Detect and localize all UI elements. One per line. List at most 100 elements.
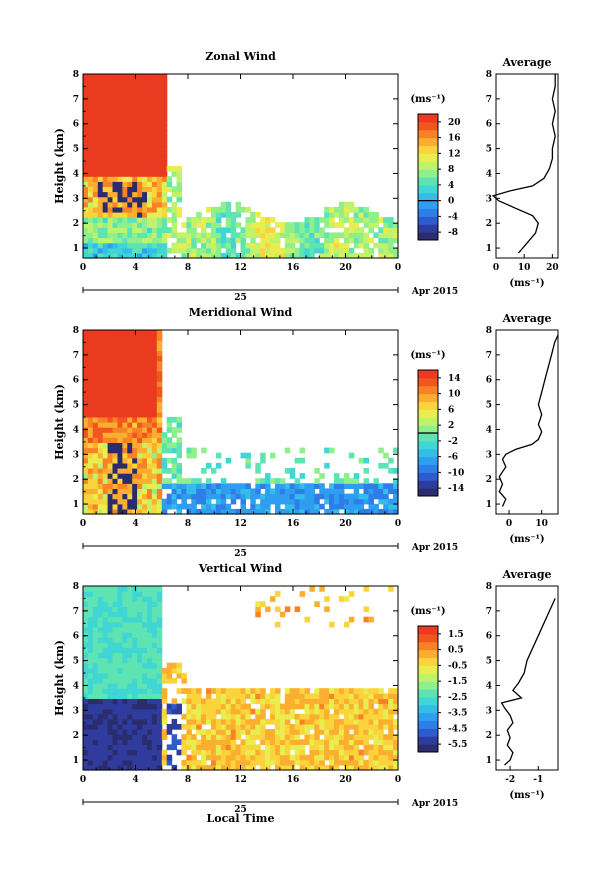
heatmap-cell	[156, 586, 163, 592]
heatmap-cell	[363, 586, 369, 592]
heatmap-cell	[383, 698, 389, 705]
heatmap-cell	[117, 611, 123, 618]
heatmap-cell	[201, 252, 207, 259]
heatmap-cell	[92, 94, 99, 101]
heatmap-cell	[87, 437, 94, 443]
heatmap-cell	[112, 606, 118, 613]
heatmap-cell	[393, 759, 399, 766]
heatmap-cell	[112, 427, 118, 433]
heatmap-cell	[353, 473, 360, 479]
heatmap-cell	[373, 764, 379, 771]
heatmap-cell	[166, 247, 173, 254]
heatmap-cell	[102, 493, 109, 500]
heatmap-cell	[329, 703, 335, 710]
heatmap-cell	[294, 729, 301, 735]
heatmap-cell	[329, 493, 335, 500]
heatmap-cell	[83, 749, 89, 756]
heatmap-cell	[137, 345, 143, 351]
heatmap-cell	[87, 94, 94, 101]
heatmap-cell	[127, 130, 133, 136]
heatmap-cell	[309, 693, 315, 699]
heatmap-cell	[319, 703, 325, 710]
heatmap-cell	[260, 729, 266, 735]
heatmap-cell	[132, 120, 138, 126]
heatmap-cell	[127, 335, 133, 341]
heatmap-cell	[186, 493, 192, 500]
heatmap-cell	[358, 724, 365, 730]
heatmap-cell	[102, 708, 109, 715]
heatmap-cell	[151, 109, 158, 116]
heatmap-cell	[378, 483, 384, 489]
heatmap-cell	[112, 227, 118, 233]
heatmap-cell	[102, 662, 109, 669]
heatmap-cell	[166, 498, 173, 505]
heatmap-cell	[83, 376, 89, 382]
heatmap-cell	[270, 227, 276, 233]
heatmap-cell	[358, 703, 365, 710]
heatmap-cell	[220, 232, 227, 239]
heatmap-cell	[83, 340, 89, 346]
heatmap-cell	[215, 222, 222, 228]
heatmap-cell	[383, 744, 389, 751]
heatmap-cell	[201, 493, 207, 500]
heatmap-cell	[220, 739, 227, 745]
heatmap-cell	[161, 114, 168, 121]
heatmap-cell	[142, 708, 148, 715]
heatmap-cell	[107, 330, 114, 336]
heatmap-cell	[275, 232, 281, 239]
heatmap-cell	[112, 729, 118, 735]
heatmap-cell	[383, 232, 389, 239]
heatmap-cell	[151, 462, 158, 469]
heatmap-cell	[388, 222, 394, 228]
y-axis-label: Height (km)	[53, 384, 66, 460]
heatmap-cell	[83, 708, 89, 715]
heatmap-cell	[284, 754, 291, 761]
heatmap-cell	[186, 708, 192, 715]
heatmap-cell	[83, 206, 89, 213]
heatmap-cell	[284, 759, 291, 766]
heatmap-cell	[378, 739, 384, 745]
heatmap-cell	[112, 657, 118, 664]
heatmap-cell	[191, 252, 197, 259]
heatmap-cell	[275, 621, 281, 628]
heatmap-cell	[348, 201, 355, 208]
heatmap-cell	[83, 416, 89, 423]
heatmap-cell	[348, 703, 355, 710]
colorbar-swatch	[418, 448, 438, 458]
heatmap-cell	[142, 621, 148, 628]
y-tick-label: 1	[73, 244, 79, 254]
heatmap-cell	[196, 749, 202, 756]
heatmap-cell	[368, 212, 374, 218]
heatmap-cell	[137, 672, 143, 679]
heatmap-cell	[107, 252, 114, 259]
heatmap-cell	[122, 370, 128, 377]
heatmap-cell	[225, 754, 232, 761]
heatmap-cell	[156, 672, 163, 679]
heatmap-cell	[334, 508, 340, 515]
heatmap-cell	[235, 764, 242, 771]
heatmap-cell	[186, 503, 192, 510]
heatmap-cell	[176, 478, 182, 484]
heatmap-cell	[161, 713, 168, 720]
heatmap-cell	[87, 591, 94, 597]
heatmap-cell	[112, 401, 118, 408]
heatmap-cell	[373, 688, 379, 694]
heatmap-cell	[83, 166, 89, 172]
heatmap-cell	[245, 729, 251, 735]
heatmap-cell	[353, 754, 360, 761]
heatmap-cell	[235, 713, 242, 720]
heatmap-cell	[161, 99, 168, 106]
heatmap-cell	[186, 508, 192, 515]
heatmap-cell	[220, 242, 227, 249]
heatmap-cell	[122, 596, 128, 602]
heatmap-cell	[87, 749, 94, 756]
heatmap-cell	[275, 478, 281, 484]
heatmap-cell	[265, 242, 271, 249]
heatmap-cell	[388, 759, 394, 766]
heatmap-cell	[83, 652, 89, 659]
heatmap-cell	[166, 724, 173, 730]
heatmap-cell	[112, 360, 118, 367]
heatmap-cell	[225, 488, 232, 495]
heatmap-cell	[147, 166, 153, 172]
heatmap-cell	[87, 145, 94, 152]
